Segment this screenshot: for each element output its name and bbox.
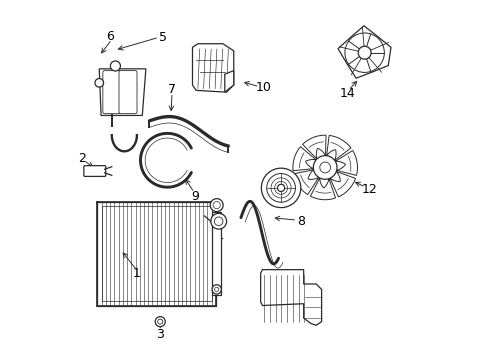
Circle shape [261,168,300,208]
Circle shape [266,174,295,202]
Text: 11: 11 [296,288,312,301]
Text: 13: 13 [277,196,293,209]
Text: 5: 5 [159,31,166,44]
Polygon shape [260,270,321,325]
Polygon shape [192,44,233,92]
Polygon shape [310,178,335,200]
Text: 10: 10 [255,81,271,94]
Polygon shape [329,171,355,197]
Bar [97,202,215,306]
Bar [212,212,221,295]
Polygon shape [302,135,325,159]
Polygon shape [326,135,350,160]
Circle shape [210,199,223,212]
Text: 6: 6 [106,30,114,43]
Circle shape [214,287,219,292]
Circle shape [277,184,284,192]
Text: 14: 14 [339,87,354,100]
Circle shape [313,156,336,179]
Text: 4: 4 [215,231,223,244]
Text: 9: 9 [191,190,199,203]
Text: 1: 1 [133,267,141,280]
Circle shape [357,46,370,59]
FancyBboxPatch shape [102,71,121,114]
Circle shape [319,162,330,173]
Polygon shape [335,150,357,175]
Polygon shape [293,170,318,195]
Polygon shape [337,26,390,78]
Circle shape [158,319,163,324]
Text: 8: 8 [297,215,305,228]
Polygon shape [292,147,315,171]
Polygon shape [224,71,233,92]
Bar [102,206,211,301]
FancyBboxPatch shape [119,71,137,114]
Circle shape [155,317,165,327]
Text: 12: 12 [361,183,376,196]
Polygon shape [99,69,145,116]
Text: 2: 2 [78,152,86,165]
Circle shape [212,285,221,294]
Text: 3: 3 [156,328,164,341]
Circle shape [214,217,223,226]
Circle shape [95,78,103,87]
Circle shape [210,213,226,229]
Circle shape [110,61,120,71]
FancyBboxPatch shape [83,166,105,176]
Circle shape [213,202,220,209]
Text: 7: 7 [168,83,176,96]
